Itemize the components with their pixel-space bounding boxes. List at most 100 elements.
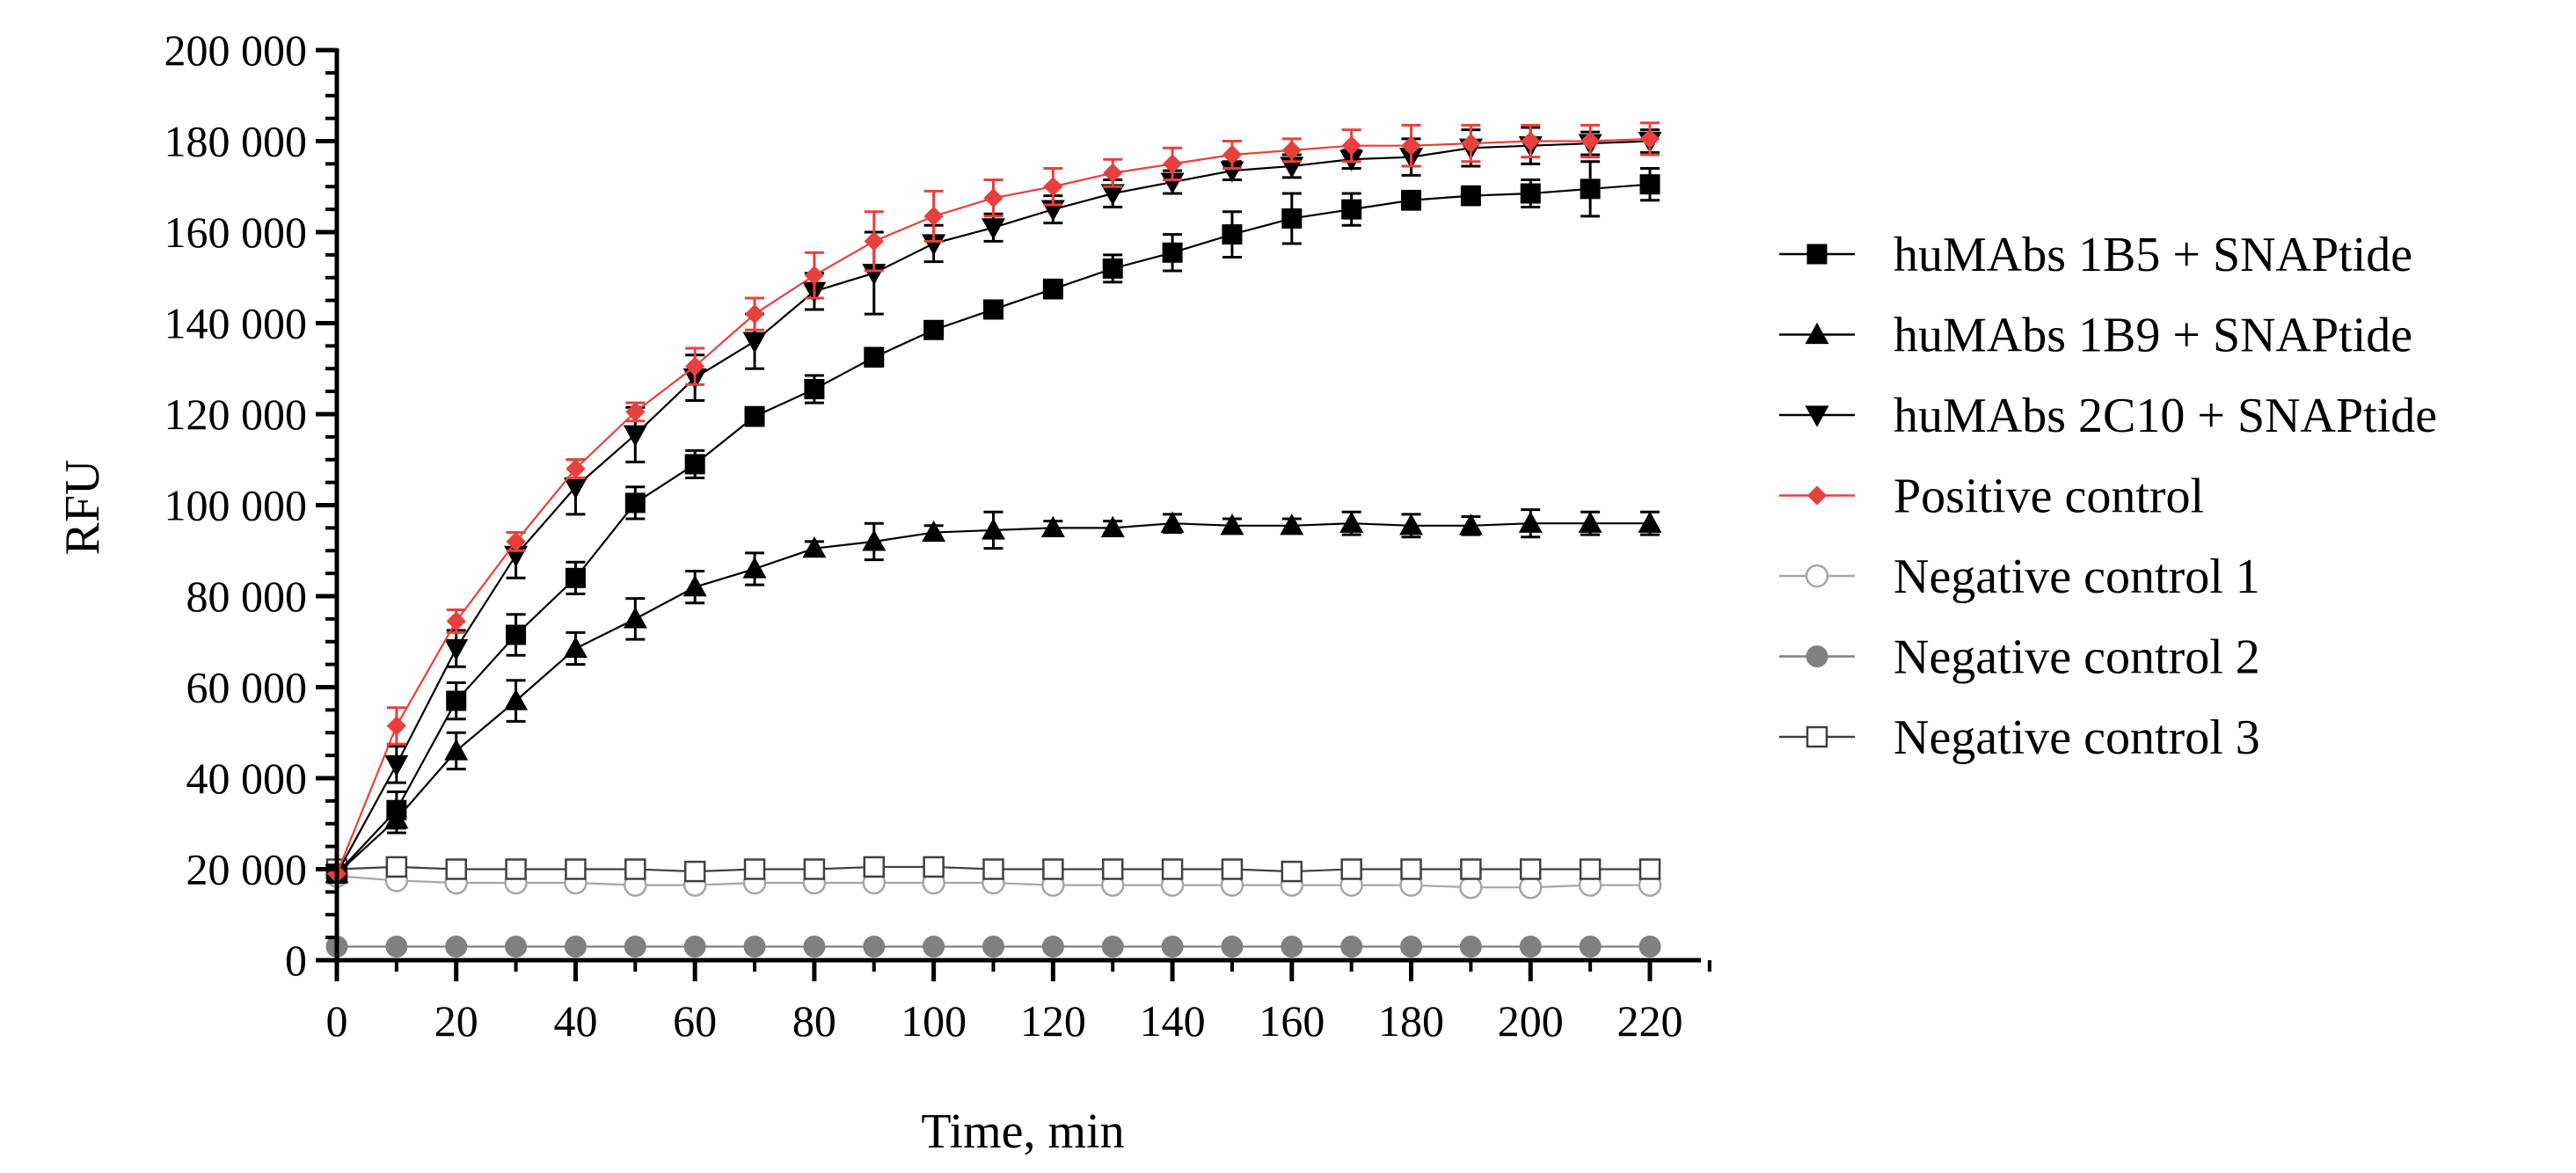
data-point-negative-control-2	[564, 935, 587, 958]
y-tick-label: 80 000	[186, 572, 308, 621]
y-tick-label: 180 000	[164, 117, 308, 166]
data-point-negative-control-2	[863, 935, 886, 958]
y-tick-label: 120 000	[164, 390, 308, 439]
legend-marker-humabs-2c10-snaptide	[1805, 405, 1829, 427]
data-point-humabs-1b5-snaptide	[1460, 186, 1481, 207]
data-point-positive-control	[864, 231, 884, 251]
data-point-humabs-1b9-snaptide	[682, 574, 707, 597]
y-tick-label: 60 000	[186, 663, 308, 712]
data-point-positive-control	[1222, 144, 1243, 165]
series-line-positive-control	[335, 137, 1651, 875]
data-point-negative-control-2	[982, 935, 1004, 958]
data-point-negative-control-2	[803, 935, 826, 958]
axes: 0 20 000 40 000 60 000 80 000 100 000 120 000 1…	[164, 26, 1711, 1046]
data-point-humabs-1b9-snaptide	[1578, 511, 1602, 533]
data-point-humabs-2c10-snaptide	[982, 218, 1005, 240]
data-point-negative-control-2	[1101, 935, 1124, 958]
data-point-positive-control	[744, 303, 765, 324]
legend-label-positive-control: Positive control	[1894, 470, 2204, 524]
data-point-humabs-1b9-snaptide	[1339, 511, 1364, 533]
data-point-humabs-1b9-snaptide	[623, 607, 647, 629]
x-tick-label: 20	[434, 996, 478, 1046]
data-point-positive-control	[983, 188, 1003, 208]
data-point-positive-control	[566, 458, 586, 479]
data-point-negative-control-3	[505, 858, 527, 880]
data-point-negative-control-3	[1161, 858, 1184, 880]
data-point-positive-control	[1281, 140, 1302, 161]
y-tick-label: 140 000	[164, 299, 308, 348]
y-tick-label: 0	[285, 936, 307, 985]
data-point-humabs-1b9-snaptide	[862, 529, 887, 551]
x-tick-label: 220	[1617, 996, 1683, 1046]
data-point-humabs-1b9-snaptide	[1399, 514, 1424, 536]
data-point-humabs-1b5-snaptide	[864, 346, 885, 368]
data-point-humabs-1b9-snaptide	[982, 518, 1005, 540]
data-point-negative-control-1	[1519, 875, 1543, 900]
data-point-negative-control-2	[385, 935, 408, 958]
data-point-humabs-1b5-snaptide	[624, 492, 646, 514]
data-point-humabs-1b9-snaptide	[922, 520, 946, 543]
data-point-negative-control-2	[1579, 935, 1602, 958]
data-point-humabs-1b5-snaptide	[506, 624, 527, 645]
y-tick-label: 160 000	[164, 208, 308, 257]
legend-marker-humabs-1b9-snaptide	[1805, 322, 1829, 345]
data-point-humabs-1b5-snaptide	[1281, 208, 1303, 229]
data-point-positive-control	[386, 716, 407, 736]
data-point-humabs-1b5-snaptide	[744, 406, 765, 427]
data-point-negative-control-3	[1460, 858, 1482, 880]
data-point-humabs-1b5-snaptide	[565, 567, 586, 588]
data-point-negative-control-2	[445, 935, 468, 958]
data-point-negative-control-3	[1520, 858, 1542, 880]
data-point-negative-control-2	[1281, 935, 1303, 958]
data-point-humabs-1b5-snaptide	[1341, 199, 1362, 220]
x-tick-label: 200	[1498, 996, 1564, 1046]
data-point-humabs-1b5-snaptide	[1162, 242, 1183, 263]
data-point-humabs-1b5-snaptide	[923, 319, 945, 340]
data-point-humabs-1b5-snaptide	[804, 379, 825, 400]
x-tick-label: 180	[1378, 996, 1444, 1046]
data-point-positive-control	[1521, 131, 1541, 151]
legend-marker-negative-control-1	[1805, 564, 1829, 588]
data-point-negative-control-3	[1400, 858, 1422, 880]
y-axis-title: RFU	[55, 460, 110, 556]
data-point-humabs-1b5-snaptide	[1102, 258, 1123, 279]
data-point-humabs-1b5-snaptide	[446, 690, 467, 711]
x-tick-label: 80	[792, 996, 836, 1046]
plot-area	[325, 121, 1662, 958]
data-point-humabs-1b9-snaptide	[802, 536, 827, 558]
y-tick-label: 200 000	[164, 26, 308, 75]
data-point-negative-control-3	[445, 858, 467, 880]
data-point-humabs-1b5-snaptide	[1520, 183, 1541, 204]
legend-marker-negative-control-3	[1806, 725, 1828, 748]
data-point-humabs-1b9-snaptide	[1638, 511, 1662, 533]
x-tick-label: 160	[1259, 996, 1324, 1046]
data-point-negative-control-2	[1638, 935, 1661, 958]
x-tick-label: 0	[326, 996, 348, 1046]
data-point-humabs-1b5-snaptide	[1580, 178, 1601, 200]
data-point-negative-control-3	[1340, 858, 1362, 880]
data-point-negative-control-3	[1221, 858, 1244, 880]
data-point-negative-control-2	[743, 935, 766, 958]
data-point-negative-control-3	[1579, 858, 1602, 880]
data-point-negative-control-2	[923, 935, 945, 958]
legend-label-humabs-1b9-snaptide: huMAbs 1B9 + SNAPtide	[1894, 309, 2412, 363]
data-point-humabs-1b5-snaptide	[684, 454, 705, 475]
x-tick-label: 60	[673, 996, 717, 1046]
data-point-positive-control	[1639, 128, 1660, 149]
legend-label-negative-control-2: Negative control 2	[1894, 630, 2260, 685]
data-point-negative-control-3	[863, 856, 886, 878]
data-point-humabs-2c10-snaptide	[384, 754, 409, 777]
data-point-negative-control-3	[923, 856, 945, 878]
legend-marker-positive-control	[1806, 485, 1828, 506]
data-point-positive-control	[1341, 135, 1361, 156]
data-point-negative-control-3	[385, 856, 408, 878]
data-point-negative-control-3	[624, 858, 646, 880]
data-point-humabs-2c10-snaptide	[444, 638, 469, 661]
data-point-negative-control-2	[1459, 935, 1482, 958]
data-point-positive-control	[1103, 163, 1123, 183]
data-point-positive-control	[446, 611, 466, 631]
x-tick-label: 40	[553, 996, 597, 1046]
data-point-negative-control-3	[1101, 858, 1124, 880]
legend: huMAbs 1B5 + SNAPtide huMAbs 1B9 + SNAPti…	[1779, 228, 2437, 765]
